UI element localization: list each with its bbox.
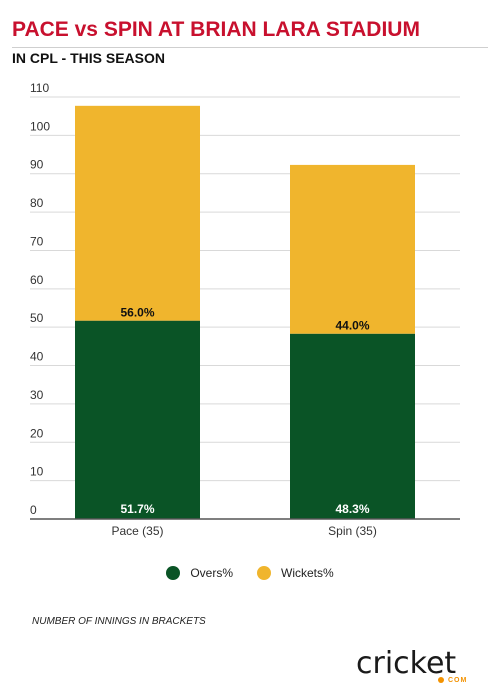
y-tick-label: 60: [30, 273, 44, 287]
y-tick-label: 10: [30, 465, 44, 479]
logo-dot-icon: [438, 677, 444, 683]
logo-suffix: COM: [448, 677, 468, 684]
title-divider: [12, 47, 488, 48]
y-tick-label: 80: [30, 196, 44, 210]
y-tick-label: 100: [30, 119, 50, 133]
legend: Overs% Wickets%: [0, 563, 500, 583]
legend-label-wickets: Wickets%: [281, 566, 334, 580]
y-tick-label: 70: [30, 234, 44, 248]
x-tick-label: Spin (35): [328, 524, 377, 538]
legend-item-overs: Overs%: [166, 566, 233, 580]
chart-title: PACE vs SPIN AT BRIAN LARA STADIUM: [12, 18, 420, 41]
y-tick-label: 30: [30, 388, 44, 402]
y-tick-label: 110: [30, 81, 49, 95]
chart-subtitle: IN CPL - THIS SEASON: [12, 50, 165, 66]
y-tick-label: 40: [30, 350, 44, 364]
data-label: 51.7%: [120, 502, 154, 516]
bar-overs: [290, 333, 415, 519]
x-tick-label: Pace (35): [111, 524, 163, 538]
bar-wickets: [75, 105, 200, 321]
legend-item-wickets: Wickets%: [257, 566, 334, 580]
legend-label-overs: Overs%: [190, 566, 233, 580]
data-label: 48.3%: [335, 502, 369, 516]
y-tick-label: 50: [30, 311, 44, 325]
bar-overs: [75, 320, 200, 519]
footnote: NUMBER OF INNINGS IN BRACKETS: [32, 616, 206, 627]
stacked-bar-chart: 0 10 20 30 40 50 60 70 80 90 100 110 51.7% 56.0% Pace …: [30, 81, 460, 538]
cricket-com-logo: cricket COM: [356, 647, 486, 687]
y-tick-label: 90: [30, 158, 44, 172]
y-tick-label: 20: [30, 426, 44, 440]
logo-wordmark: cricket: [356, 646, 457, 681]
data-label: 44.0%: [335, 319, 369, 333]
legend-swatch-wickets: [257, 566, 271, 580]
bar-wickets: [290, 164, 415, 334]
y-tick-label: 0: [30, 503, 37, 517]
legend-swatch-overs: [166, 566, 181, 580]
data-label: 56.0%: [120, 306, 154, 320]
